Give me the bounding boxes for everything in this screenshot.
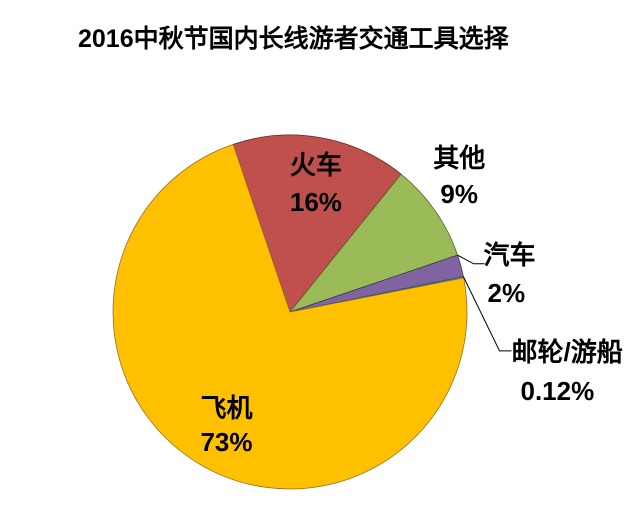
svg-text:73%: 73% (200, 427, 252, 457)
svg-text:邮轮/游船: 邮轮/游船 (512, 337, 623, 367)
svg-text:16%: 16% (290, 187, 342, 217)
svg-text:飞机: 飞机 (200, 393, 252, 423)
svg-text:2%: 2% (488, 278, 526, 308)
svg-text:其他: 其他 (433, 143, 485, 173)
svg-text:9%: 9% (440, 179, 478, 209)
svg-text:0.12%: 0.12% (521, 376, 595, 406)
svg-text:汽车: 汽车 (484, 240, 536, 270)
svg-text:火车: 火车 (290, 150, 342, 180)
